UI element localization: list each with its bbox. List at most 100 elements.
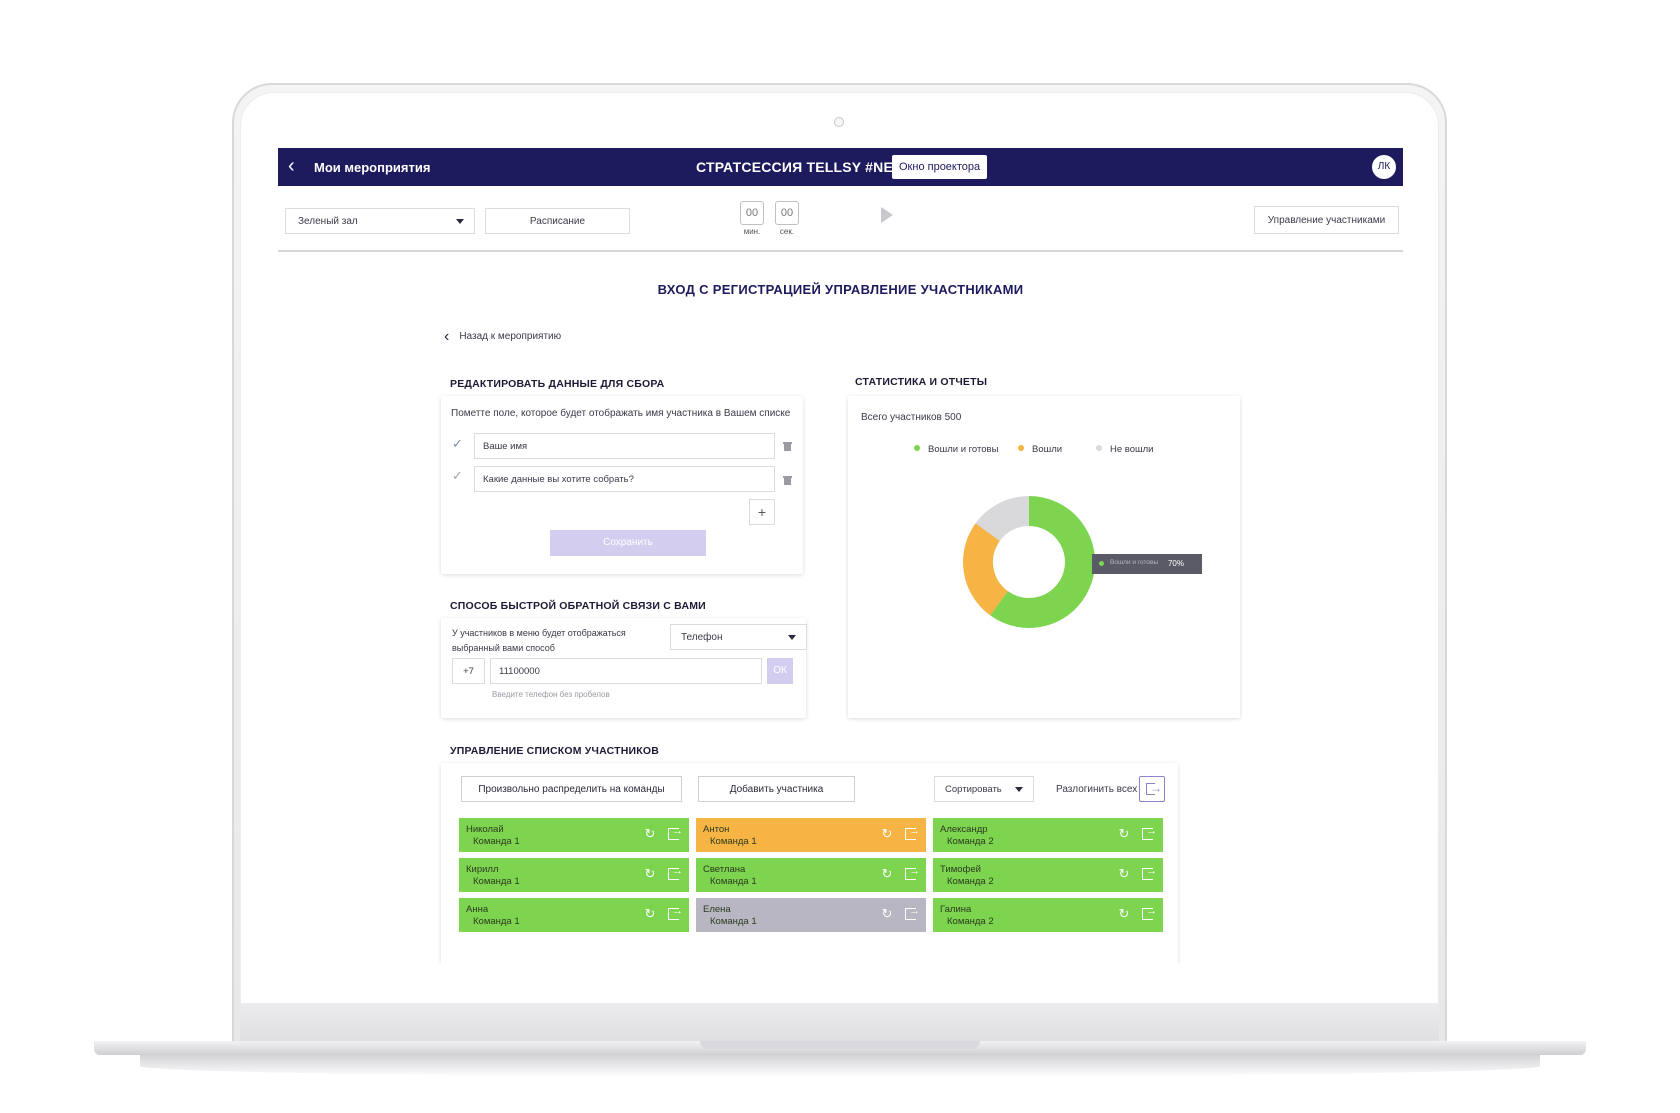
phone-input[interactable]: 11100000 [490, 658, 762, 684]
legend-item[interactable]: Не вошли [1096, 444, 1153, 455]
refresh-icon[interactable]: ↻ [1118, 866, 1130, 881]
logout-icon[interactable] [1142, 825, 1157, 840]
participant-card[interactable]: Анна Команда 1 ↻ [459, 898, 689, 932]
participant-name: Светлана [703, 864, 746, 875]
distribute-teams-button[interactable]: Произвольно распределить на команды [461, 776, 682, 802]
app-screen: ‹ Мои мероприятия СТРАТСЕССИЯ TELLSY #NE… [278, 148, 1403, 963]
logout-all-label: Разлогинить всех [1056, 784, 1138, 795]
back-arrow-icon[interactable]: ‹ [288, 155, 295, 177]
refresh-icon[interactable]: ↻ [644, 866, 656, 881]
page-title: ВХОД С РЕГИСТРАЦИЕЙ УПРАВЛЕНИЕ УЧАСТНИКА… [657, 282, 1024, 297]
donut-slice[interactable] [975, 496, 1030, 542]
refresh-icon[interactable]: ↻ [1118, 906, 1130, 921]
toolbar: Зеленый зал Расписание 00 мин. 00 сек. У… [278, 186, 1403, 252]
refresh-icon[interactable]: ↻ [644, 826, 656, 841]
logout-icon[interactable] [1142, 905, 1157, 920]
back-to-event-link[interactable]: ‹ Назад к мероприятию [444, 326, 562, 345]
stats-section-title: СТАТИСТИКА И ОТЧЕТЫ [855, 376, 988, 388]
participant-card[interactable]: Николай Команда 1 ↻ [459, 818, 689, 852]
feedback-method-select[interactable]: Телефон [670, 624, 807, 650]
logout-icon[interactable] [905, 905, 920, 920]
donut-chart [963, 496, 1095, 628]
event-title: СТРАТСЕССИЯ TELLSY #NEW [696, 159, 907, 175]
collect-field-name[interactable]: Ваше имя [474, 433, 775, 459]
participant-name: Александр [940, 824, 988, 835]
participant-name: Елена [703, 904, 731, 915]
participant-team: Команда 1 [710, 836, 757, 847]
legend-dot [1018, 445, 1024, 451]
trash-icon[interactable] [783, 475, 792, 485]
feedback-hint-line2: выбранный вами способ [452, 643, 555, 653]
tooltip-dot [1099, 561, 1104, 566]
add-participant-button[interactable]: Добавить участника [698, 776, 855, 802]
laptop-notch [700, 1041, 980, 1049]
logout-all-icon[interactable]: → [1139, 776, 1165, 802]
participant-team: Команда 1 [473, 876, 520, 887]
projector-window-button[interactable]: Окно проектора [892, 155, 988, 179]
chevron-left-icon: ‹ [444, 328, 450, 345]
legend-label: Не вошли [1110, 444, 1154, 455]
logout-icon[interactable] [905, 865, 920, 880]
logout-icon[interactable] [668, 865, 683, 880]
refresh-icon[interactable]: ↻ [1118, 826, 1130, 841]
logout-icon[interactable] [905, 825, 920, 840]
feedback-card: У участников в меню будет отображаться в… [441, 618, 807, 718]
participant-card[interactable]: Кирилл Команда 1 ↻ [459, 858, 689, 892]
donut-slice[interactable] [963, 523, 1009, 616]
collect-card: Пометте поле, которое будет отображать и… [441, 396, 803, 574]
participant-card[interactable]: Светлана Команда 1 ↻ [696, 858, 926, 892]
feedback-method-value: Телефон [681, 632, 723, 643]
my-events-link[interactable]: Мои мероприятия [314, 160, 431, 175]
participant-card[interactable]: Александр Команда 2 ↻ [933, 818, 1163, 852]
logout-arrow-shape: → [1150, 781, 1162, 795]
chevron-down-icon [1015, 787, 1023, 792]
phone-hint: Введите телефон без пробелов [492, 690, 610, 699]
refresh-icon[interactable]: ↻ [881, 906, 893, 921]
participant-team: Команда 1 [710, 876, 757, 887]
trash-icon[interactable] [783, 441, 792, 451]
participant-card[interactable]: Тимофей Команда 2 ↻ [933, 858, 1163, 892]
schedule-button[interactable]: Расписание [485, 208, 630, 234]
participant-team: Команда 1 [473, 916, 520, 927]
timer-seconds-label: сек. [779, 227, 795, 236]
back-to-event-label: Назад к мероприятию [459, 331, 562, 342]
ok-button[interactable]: ОК [767, 658, 793, 684]
logout-icon[interactable] [668, 825, 683, 840]
donut-slice[interactable] [990, 496, 1095, 628]
refresh-icon[interactable]: ↻ [644, 906, 656, 921]
feedback-hint-line1: У участников в меню будет отображаться [452, 628, 626, 638]
timer-minutes[interactable]: 00 [740, 201, 764, 225]
chevron-down-icon [456, 219, 464, 224]
country-code-field[interactable]: +7 [452, 658, 485, 684]
add-field-button[interactable]: + [749, 499, 775, 525]
legend-item[interactable]: Вошли [1018, 444, 1062, 455]
tooltip-value: 70% [1167, 559, 1184, 568]
participant-card[interactable]: Елена Команда 1 ↻ [696, 898, 926, 932]
legend-item[interactable]: Вошли и готовы [914, 444, 998, 455]
refresh-icon[interactable]: ↻ [881, 826, 893, 841]
collect-field-data[interactable]: Какие данные вы хотите собрать? [474, 466, 775, 492]
avatar[interactable]: ЛК [1372, 155, 1396, 179]
logout-icon[interactable] [1142, 865, 1157, 880]
participant-name: Антон [703, 824, 730, 835]
check-icon[interactable]: ✓ [452, 436, 463, 451]
check-icon[interactable]: ✓ [452, 468, 463, 483]
logout-icon[interactable] [668, 905, 683, 920]
chevron-down-icon [788, 635, 796, 640]
logout-door-shape [1146, 783, 1155, 795]
participant-card[interactable]: Галина Команда 2 ↻ [933, 898, 1163, 932]
manage-participants-button[interactable]: Управление участниками [1254, 206, 1399, 234]
total-participants: Всего участников 500 [861, 412, 962, 423]
save-button[interactable]: Сохранить [550, 530, 706, 556]
sort-select[interactable]: Сортировать [934, 776, 1034, 802]
feedback-section-title: СПОСОБ БЫСТРОЙ ОБРАТНОЙ СВЯЗИ С ВАМИ [450, 600, 706, 612]
participant-card[interactable]: Антон Команда 1 ↻ [696, 818, 926, 852]
stats-card: Всего участников 500 Вошли и готовы Вошли… [848, 396, 1240, 718]
participant-name: Галина [940, 904, 972, 915]
hall-select[interactable]: Зеленый зал [285, 208, 475, 234]
camera-icon [834, 117, 844, 127]
legend-dot [1096, 445, 1102, 451]
timer-seconds[interactable]: 00 [775, 201, 799, 225]
play-icon[interactable] [881, 207, 893, 223]
refresh-icon[interactable]: ↻ [881, 866, 893, 881]
